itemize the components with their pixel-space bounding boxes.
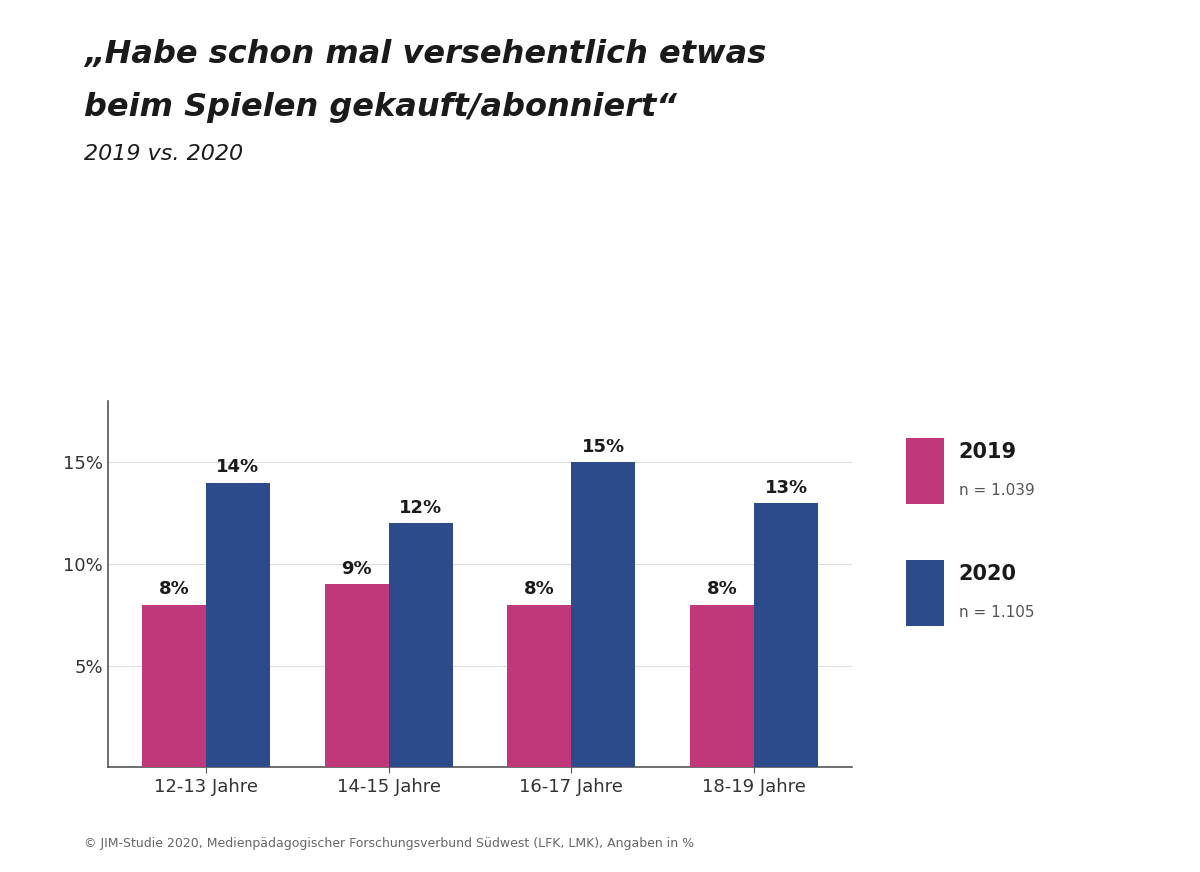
Bar	[508, 604, 571, 767]
Text: 9%: 9%	[341, 560, 372, 578]
Bar	[325, 584, 389, 767]
Text: 8%: 8%	[158, 581, 190, 598]
Text: 15%: 15%	[582, 438, 625, 456]
Text: 13%: 13%	[764, 479, 808, 497]
Text: beim Spielen gekauft/abonniert“: beim Spielen gekauft/abonniert“	[84, 92, 677, 123]
Text: 2019: 2019	[959, 442, 1016, 461]
Text: 12%: 12%	[400, 499, 442, 517]
Text: „Habe schon mal versehentlich etwas: „Habe schon mal versehentlich etwas	[84, 39, 767, 71]
Text: 14%: 14%	[216, 459, 259, 476]
Bar	[571, 462, 635, 767]
Bar	[755, 503, 818, 767]
Text: © JIM-Studie 2020, Medienpädagogischer Forschungsverbund Südwest (LFK, LMK), Ang: © JIM-Studie 2020, Medienpädagogischer F…	[84, 837, 694, 850]
Bar	[389, 523, 452, 767]
Text: n = 1.039: n = 1.039	[959, 482, 1034, 498]
Text: 8%: 8%	[524, 581, 554, 598]
Bar	[142, 604, 205, 767]
Text: 2020: 2020	[959, 564, 1016, 583]
Text: 8%: 8%	[707, 581, 738, 598]
Text: 2019 vs. 2020: 2019 vs. 2020	[84, 144, 244, 164]
Text: n = 1.105: n = 1.105	[959, 604, 1034, 620]
Bar	[205, 482, 270, 767]
Bar	[690, 604, 755, 767]
